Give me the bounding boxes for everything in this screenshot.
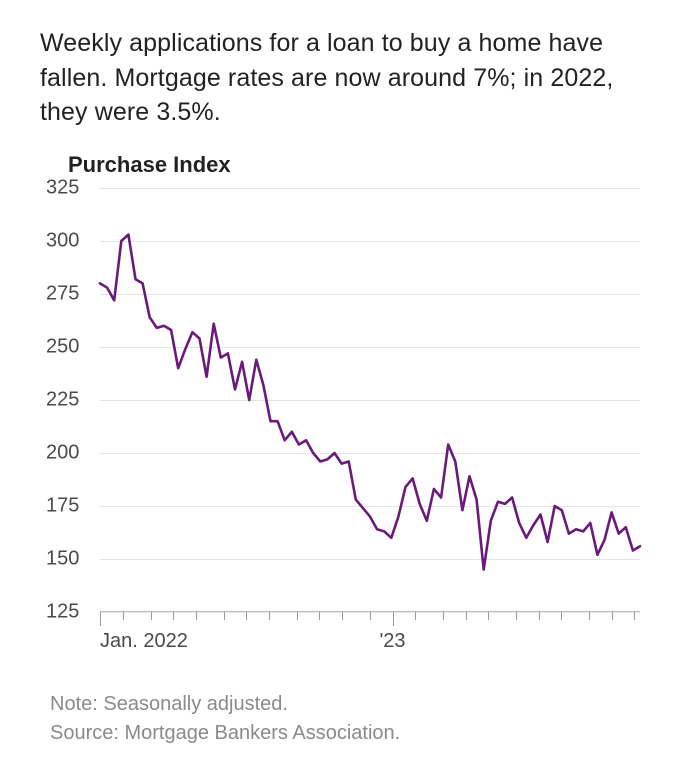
x-tick-label: '23 [379,630,405,653]
y-tick-label: 275 [46,282,100,305]
source-label: Source: [50,722,124,744]
x-minor-tick [342,612,343,620]
y-tick-label: 250 [46,335,100,358]
x-minor-tick [269,612,270,620]
x-minor-tick [319,612,320,620]
x-major-tick [393,612,394,626]
x-minor-tick [466,612,467,620]
x-minor-tick [612,612,613,620]
x-axis: Jan. 2022 '23 [100,612,640,668]
x-minor-tick [516,612,517,620]
x-minor-tick [488,612,489,620]
y-tick-label: 175 [46,494,100,517]
purchase-index-chart: 125150175200225250275300325 Jan. 2022'23 [40,188,640,668]
y-tick-label: 325 [46,176,100,199]
y-tick-label: 200 [46,441,100,464]
plot-area [100,188,640,612]
x-minor-tick [539,612,540,620]
headline-text: Weekly applications for a loan to buy a … [40,26,633,130]
y-tick-label: 150 [46,547,100,570]
source-text: Mortgage Bankers Association. [124,722,400,744]
x-minor-tick [246,612,247,620]
x-minor-tick [224,612,225,620]
x-minor-tick [634,612,635,620]
x-minor-tick [370,612,371,620]
x-minor-tick [173,612,174,620]
x-tick-label: Jan. 2022 [100,630,188,653]
x-minor-tick [151,612,152,620]
note-text: Seasonally adjusted. [103,693,288,715]
chart-footnote: Note: Seasonally adjusted. Source: Mortg… [50,690,633,748]
y-tick-label: 125 [46,600,100,623]
y-tick-label: 225 [46,388,100,411]
x-minor-tick [297,612,298,620]
line-series [100,188,640,612]
x-minor-tick [196,612,197,620]
note-label: Note: [50,693,103,715]
x-minor-tick [589,612,590,620]
x-minor-tick [443,612,444,620]
x-minor-tick [123,612,124,620]
chart-title: Purchase Index [68,152,633,178]
x-major-tick [100,612,101,626]
x-minor-tick [415,612,416,620]
x-minor-tick [561,612,562,620]
y-tick-label: 300 [46,229,100,252]
